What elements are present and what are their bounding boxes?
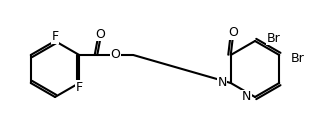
Text: O: O (110, 48, 120, 62)
Text: O: O (228, 26, 238, 39)
Text: F: F (76, 80, 83, 94)
Text: O: O (95, 27, 105, 40)
Text: N: N (242, 91, 251, 104)
Text: Br: Br (291, 51, 305, 64)
Text: N: N (217, 76, 227, 90)
Text: F: F (51, 30, 59, 43)
Text: Br: Br (267, 31, 281, 44)
